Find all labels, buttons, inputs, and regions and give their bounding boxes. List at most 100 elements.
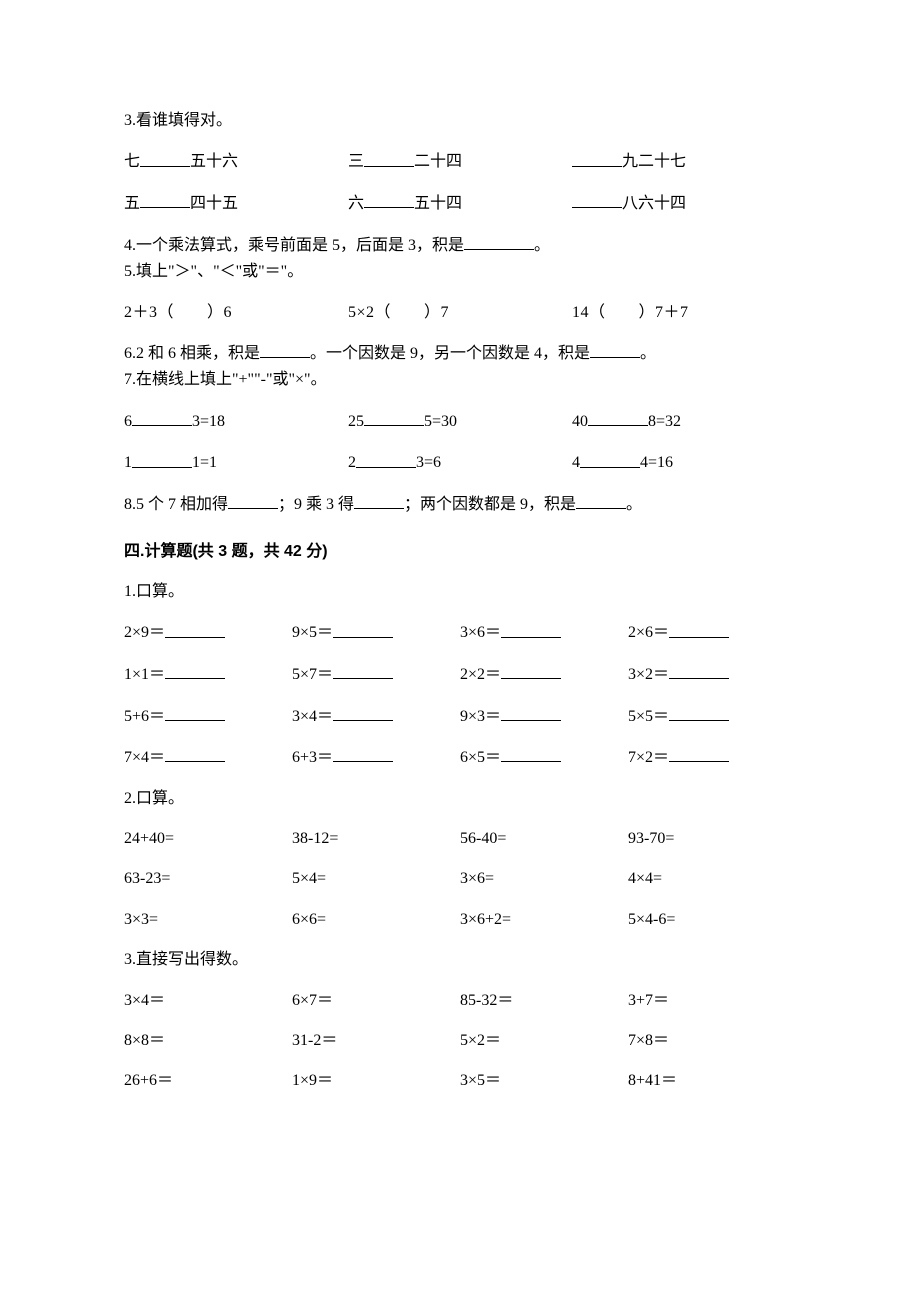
blank[interactable] xyxy=(364,410,424,426)
cell: 7×8＝ xyxy=(628,1030,796,1052)
cell: 1×9＝ xyxy=(292,1070,460,1092)
blank[interactable] xyxy=(669,746,729,762)
text: 九二十七 xyxy=(622,154,686,171)
blank[interactable] xyxy=(464,234,534,250)
cell: 1×1＝ xyxy=(124,663,292,687)
q3-row1: 七五十六 三二十四 九二十七 xyxy=(124,150,796,174)
q5-b: 5×2（ ）7 xyxy=(348,302,572,324)
q5-row: 2＋3（ ）6 5×2（ ）7 14（ ）7＋7 xyxy=(124,302,796,324)
text: 40 xyxy=(572,413,588,430)
cell: 3+7＝ xyxy=(628,990,796,1012)
s4q3-r1: 3×4＝ 6×7＝ 85-32＝ 3+7＝ xyxy=(124,990,796,1012)
expr: 6+3＝ xyxy=(292,749,333,766)
blank[interactable] xyxy=(333,746,393,762)
text: 4 xyxy=(572,455,580,472)
cell: 3×4＝ xyxy=(124,990,292,1012)
cell: 9×3＝ xyxy=(460,705,628,729)
blank[interactable] xyxy=(132,410,192,426)
q7-r1-a: 63=18 xyxy=(124,410,348,434)
s4q1-r1: 2×9＝ 9×5＝ 3×6＝ 2×6＝ xyxy=(124,621,796,645)
q8-b: ；9 乘 3 得 xyxy=(278,496,354,513)
cell: 3×6＝ xyxy=(460,621,628,645)
blank[interactable] xyxy=(356,451,416,467)
cell: 56-40= xyxy=(460,828,628,850)
blank[interactable] xyxy=(501,663,561,679)
s4q3-title: 3.直接写出得数。 xyxy=(124,949,796,971)
cell: 5×7＝ xyxy=(292,663,460,687)
text: 8=32 xyxy=(648,413,681,430)
blank[interactable] xyxy=(333,621,393,637)
q8-a: 8.5 个 7 相加得 xyxy=(124,496,228,513)
blank[interactable] xyxy=(165,746,225,762)
blank[interactable] xyxy=(576,493,626,509)
blank[interactable] xyxy=(669,705,729,721)
q7-row1: 63=18 25 5=30 40 8=32 xyxy=(124,410,796,434)
expr: 2×6＝ xyxy=(628,625,669,642)
text: 1=1 xyxy=(192,455,217,472)
blank[interactable] xyxy=(669,621,729,637)
q5-c: 14（ ）7＋7 xyxy=(572,302,796,324)
cell: 5×5＝ xyxy=(628,705,796,729)
cell: 6×7＝ xyxy=(292,990,460,1012)
q3-r2-a: 五四十五 xyxy=(124,192,348,216)
expr: 5×5＝ xyxy=(628,708,669,725)
blank[interactable] xyxy=(333,705,393,721)
text: 4=16 xyxy=(640,455,673,472)
blank[interactable] xyxy=(132,451,192,467)
blank[interactable] xyxy=(364,192,414,208)
cell: 9×5＝ xyxy=(292,621,460,645)
blank[interactable] xyxy=(165,705,225,721)
cell: 7×2＝ xyxy=(628,746,796,770)
s4q1-r4: 7×4＝ 6+3＝ 6×5＝ 7×2＝ xyxy=(124,746,796,770)
blank[interactable] xyxy=(364,150,414,166)
blank[interactable] xyxy=(501,746,561,762)
cell: 3×3= xyxy=(124,909,292,931)
blank[interactable] xyxy=(260,342,310,358)
text: 5=30 xyxy=(424,413,457,430)
q7-title: 7.在横线上填上"+""-"或"×"。 xyxy=(124,369,796,391)
s4q2-r3: 3×3= 6×6= 3×6+2= 5×4-6= xyxy=(124,909,796,931)
q8-d: 。 xyxy=(626,496,642,513)
cell: 3×5＝ xyxy=(460,1070,628,1092)
expr: 1×1＝ xyxy=(124,666,165,683)
blank[interactable] xyxy=(580,451,640,467)
blank[interactable] xyxy=(140,150,190,166)
blank[interactable] xyxy=(333,663,393,679)
q7-row2: 11=1 23=6 44=16 xyxy=(124,451,796,475)
cell: 26+6＝ xyxy=(124,1070,292,1092)
blank[interactable] xyxy=(165,621,225,637)
s4q1-r2: 1×1＝ 5×7＝ 2×2＝ 3×2＝ xyxy=(124,663,796,687)
expr: 7×2＝ xyxy=(628,749,669,766)
cell: 8+41＝ xyxy=(628,1070,796,1092)
cell: 6×5＝ xyxy=(460,746,628,770)
section4-title: 四.计算题(共 3 题，共 42 分) xyxy=(124,541,796,563)
blank[interactable] xyxy=(590,342,640,358)
text: 6 xyxy=(124,413,132,430)
blank[interactable] xyxy=(165,663,225,679)
blank[interactable] xyxy=(140,192,190,208)
cell: 2×6＝ xyxy=(628,621,796,645)
cell: 3×4＝ xyxy=(292,705,460,729)
blank[interactable] xyxy=(228,493,278,509)
q4: 4.一个乘法算式，乘号前面是 5，后面是 3，积是 。 xyxy=(124,234,796,258)
blank[interactable] xyxy=(588,410,648,426)
cell: 6+3＝ xyxy=(292,746,460,770)
blank[interactable] xyxy=(572,150,622,166)
text: 1 xyxy=(124,455,132,472)
expr: 5+6＝ xyxy=(124,708,165,725)
cell: 3×2＝ xyxy=(628,663,796,687)
q3-title: 3.看谁填得对。 xyxy=(124,110,796,132)
q7-r1-b: 25 5=30 xyxy=(348,410,572,434)
blank[interactable] xyxy=(354,493,404,509)
q6: 6.2 和 6 相乘，积是。一个因数是 9，另一个因数是 4，积是。 xyxy=(124,342,796,366)
q4-text-a: 4.一个乘法算式，乘号前面是 5，后面是 3，积是 xyxy=(124,237,464,254)
text: 25 xyxy=(348,413,364,430)
cell: 31-2＝ xyxy=(292,1030,460,1052)
blank[interactable] xyxy=(501,621,561,637)
blank[interactable] xyxy=(501,705,561,721)
blank[interactable] xyxy=(669,663,729,679)
expr: 9×3＝ xyxy=(460,708,501,725)
q6-a: 6.2 和 6 相乘，积是 xyxy=(124,345,260,362)
blank[interactable] xyxy=(572,192,622,208)
q4-text-b: 。 xyxy=(534,237,550,254)
